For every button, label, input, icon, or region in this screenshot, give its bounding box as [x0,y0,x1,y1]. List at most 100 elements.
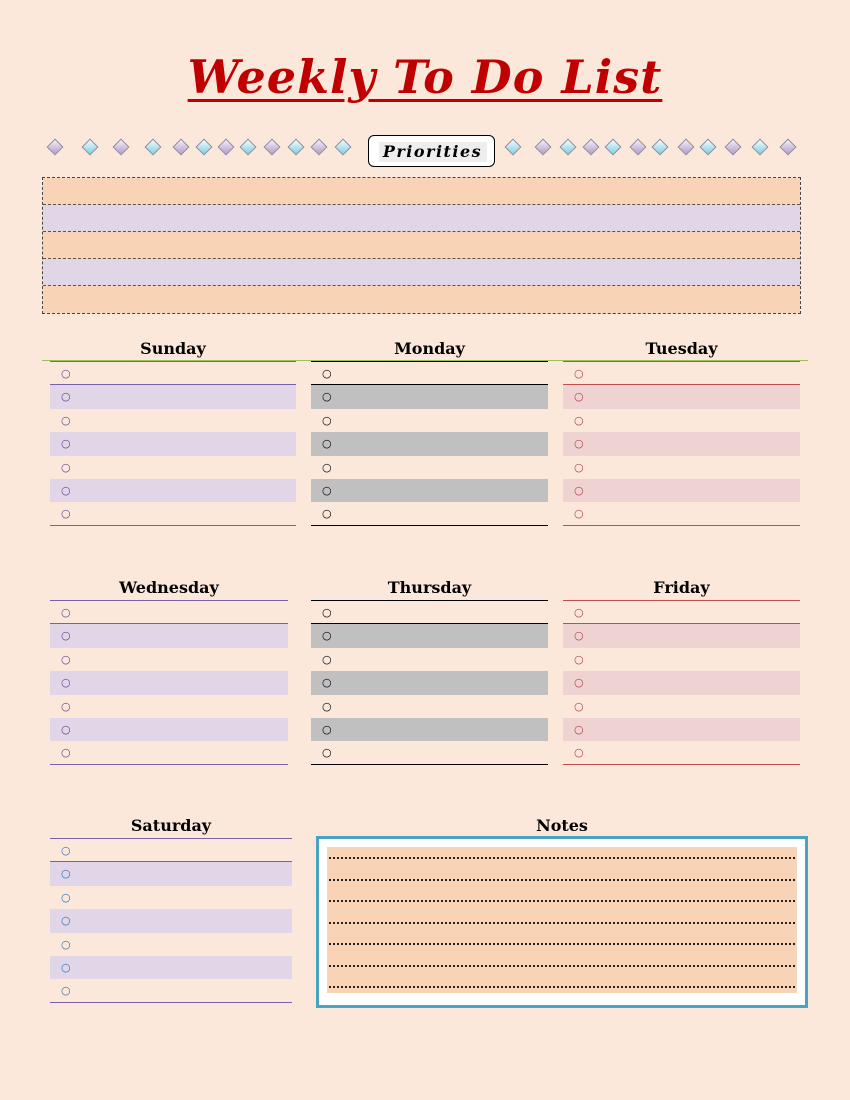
task-row[interactable]: ○ [311,671,548,695]
task-row[interactable]: ○ [311,432,548,456]
note-line[interactable] [329,943,795,945]
task-row[interactable]: ○ [50,933,292,956]
task-row[interactable]: ○ [50,839,292,863]
checkbox-circle-icon[interactable]: ○ [322,629,332,643]
note-line[interactable] [329,986,795,988]
checkbox-circle-icon[interactable]: ○ [322,676,332,690]
checkbox-circle-icon[interactable]: ○ [574,746,584,760]
task-row[interactable]: ○ [311,478,548,503]
task-row[interactable]: ○ [563,695,800,718]
task-row[interactable]: ○ [50,478,296,503]
task-row[interactable]: ○ [50,502,296,526]
checkbox-circle-icon[interactable]: ○ [61,984,71,998]
task-row[interactable]: ○ [50,717,288,742]
task-row[interactable]: ○ [563,456,800,479]
task-row[interactable]: ○ [311,601,548,625]
checkbox-circle-icon[interactable]: ○ [61,413,71,427]
checkbox-circle-icon[interactable]: ○ [322,507,332,521]
priority-entry-2[interactable] [43,205,800,232]
checkbox-circle-icon[interactable]: ○ [61,867,71,881]
checkbox-circle-icon[interactable]: ○ [322,483,332,497]
task-row[interactable]: ○ [50,385,296,409]
task-row[interactable]: ○ [50,862,292,886]
task-row[interactable]: ○ [563,671,800,695]
task-row[interactable]: ○ [311,362,548,386]
task-row[interactable]: ○ [563,432,800,456]
priority-entry-4[interactable] [43,259,800,286]
checkbox-circle-icon[interactable]: ○ [322,437,332,451]
checkbox-circle-icon[interactable]: ○ [61,460,71,474]
checkbox-circle-icon[interactable]: ○ [61,890,71,904]
checkbox-circle-icon[interactable]: ○ [322,606,332,619]
task-row[interactable]: ○ [311,624,548,648]
priority-entry-5[interactable] [43,286,800,313]
checkbox-circle-icon[interactable]: ○ [61,367,71,380]
task-row[interactable]: ○ [50,909,292,933]
task-row[interactable]: ○ [563,409,800,432]
checkbox-circle-icon[interactable]: ○ [322,460,332,474]
task-row[interactable]: ○ [311,717,548,742]
task-row[interactable]: ○ [50,601,288,625]
checkbox-circle-icon[interactable]: ○ [322,699,332,713]
note-line[interactable] [329,921,795,924]
task-row[interactable]: ○ [50,362,296,386]
task-row[interactable]: ○ [311,648,548,671]
task-row[interactable]: ○ [563,624,800,648]
task-row[interactable]: ○ [50,886,292,909]
task-row[interactable]: ○ [563,478,800,503]
task-row[interactable]: ○ [563,648,800,671]
checkbox-circle-icon[interactable]: ○ [574,367,584,380]
checkbox-circle-icon[interactable]: ○ [574,483,584,497]
checkbox-circle-icon[interactable]: ○ [61,844,71,857]
task-row[interactable]: ○ [50,955,292,980]
note-line[interactable] [329,857,795,859]
note-line[interactable] [329,964,795,967]
checkbox-circle-icon[interactable]: ○ [61,960,71,974]
task-row[interactable]: ○ [50,456,296,479]
note-line[interactable] [329,900,795,902]
task-row[interactable]: ○ [50,624,288,648]
checkbox-circle-icon[interactable]: ○ [61,676,71,690]
checkbox-circle-icon[interactable]: ○ [322,390,332,404]
task-row[interactable]: ○ [311,502,548,526]
checkbox-circle-icon[interactable]: ○ [61,746,71,760]
task-row[interactable]: ○ [563,362,800,386]
checkbox-circle-icon[interactable]: ○ [61,390,71,404]
checkbox-circle-icon[interactable]: ○ [574,629,584,643]
checkbox-circle-icon[interactable]: ○ [61,629,71,643]
task-row[interactable]: ○ [311,695,548,718]
checkbox-circle-icon[interactable]: ○ [61,652,71,666]
task-row[interactable]: ○ [50,979,292,1003]
notes-area[interactable] [327,847,797,993]
priority-entry-3[interactable] [43,232,800,259]
task-row[interactable]: ○ [50,409,296,432]
checkbox-circle-icon[interactable]: ○ [574,722,584,736]
checkbox-circle-icon[interactable]: ○ [61,507,71,521]
task-row[interactable]: ○ [50,432,296,456]
task-row[interactable]: ○ [563,717,800,742]
task-row[interactable]: ○ [311,456,548,479]
checkbox-circle-icon[interactable]: ○ [322,413,332,427]
task-row[interactable]: ○ [50,741,288,765]
checkbox-circle-icon[interactable]: ○ [574,437,584,451]
checkbox-circle-icon[interactable]: ○ [61,722,71,736]
checkbox-circle-icon[interactable]: ○ [61,937,71,951]
checkbox-circle-icon[interactable]: ○ [574,507,584,521]
task-row[interactable]: ○ [311,741,548,765]
checkbox-circle-icon[interactable]: ○ [574,652,584,666]
task-row[interactable]: ○ [563,385,800,409]
task-row[interactable]: ○ [563,502,800,526]
checkbox-circle-icon[interactable]: ○ [574,606,584,619]
checkbox-circle-icon[interactable]: ○ [322,367,332,380]
checkbox-circle-icon[interactable]: ○ [61,914,71,928]
checkbox-circle-icon[interactable]: ○ [61,699,71,713]
checkbox-circle-icon[interactable]: ○ [574,413,584,427]
task-row[interactable]: ○ [311,409,548,432]
checkbox-circle-icon[interactable]: ○ [574,699,584,713]
checkbox-circle-icon[interactable]: ○ [574,460,584,474]
checkbox-circle-icon[interactable]: ○ [61,437,71,451]
checkbox-circle-icon[interactable]: ○ [322,722,332,736]
checkbox-circle-icon[interactable]: ○ [61,606,71,619]
checkbox-circle-icon[interactable]: ○ [61,483,71,497]
checkbox-circle-icon[interactable]: ○ [574,390,584,404]
